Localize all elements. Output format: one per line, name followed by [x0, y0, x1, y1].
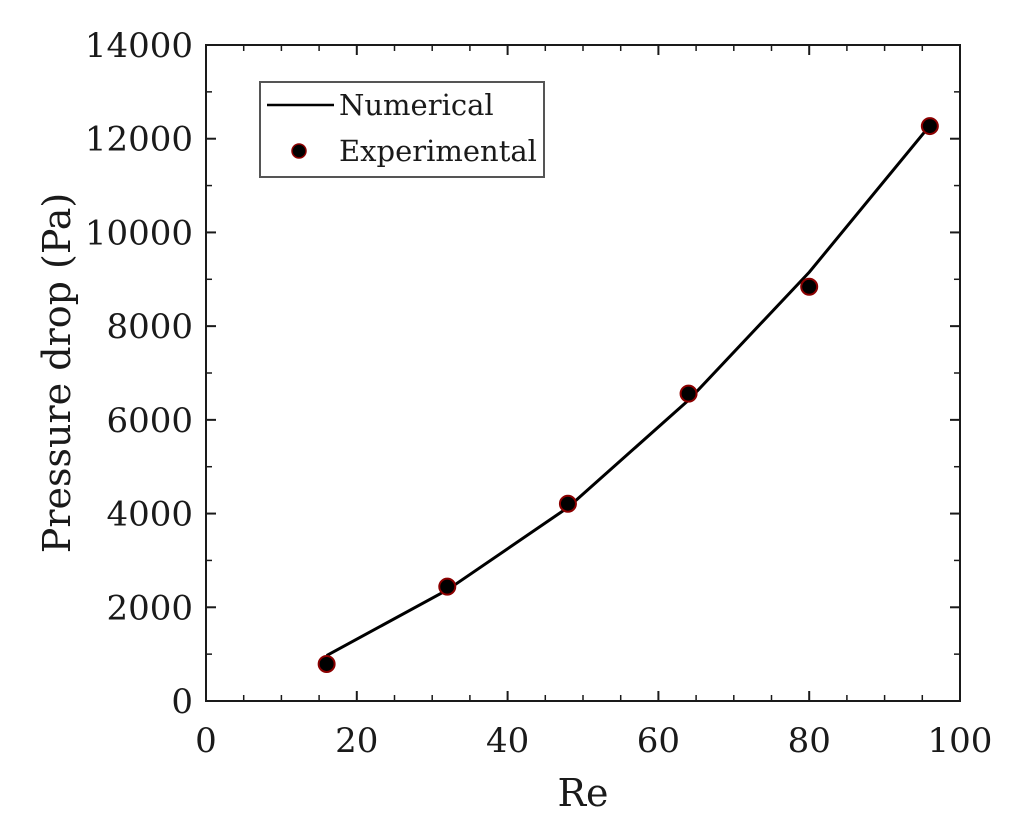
y-tick-label: 10000 [85, 213, 193, 253]
experimental-data-point [920, 117, 939, 136]
legend-box [259, 81, 545, 178]
y-tick-label: 14000 [85, 26, 193, 66]
experimental-data-point [438, 577, 457, 596]
legend-numerical-label: Numerical [339, 88, 494, 122]
legend-experimental-label: Experimental [339, 134, 537, 168]
x-tick-label: 40 [486, 721, 529, 761]
y-tick-label: 4000 [106, 495, 193, 535]
plot-series [317, 117, 939, 673]
numerical-series-line [325, 124, 931, 657]
x-tick-label: 80 [788, 721, 831, 761]
legend: Numerical Experimental [259, 81, 545, 178]
plot-frame [205, 44, 961, 702]
experimental-data-point [800, 277, 819, 296]
y-tick-label: 0 [171, 682, 193, 722]
experimental-data-point [558, 494, 577, 513]
y-tick-label: 12000 [85, 120, 193, 160]
y-tick-label: 2000 [106, 588, 193, 628]
x-tick-label: 60 [637, 721, 680, 761]
experimental-data-point [317, 654, 336, 673]
legend-experimental-marker [291, 143, 307, 159]
y-axis-title: Pressure drop (Pa) [35, 193, 79, 553]
x-tick-label: 100 [928, 721, 993, 761]
x-tick-label: 0 [195, 721, 217, 761]
experimental-data-point [679, 384, 698, 403]
x-axis-title: Re [557, 771, 608, 815]
tick-labels: 0 20 40 60 80 100 0 2000 4000 6000 8000 10000 12000 1… [85, 26, 993, 761]
y-tick-label: 6000 [106, 401, 193, 441]
x-tick-label: 20 [335, 721, 378, 761]
y-tick-label: 8000 [106, 307, 193, 347]
